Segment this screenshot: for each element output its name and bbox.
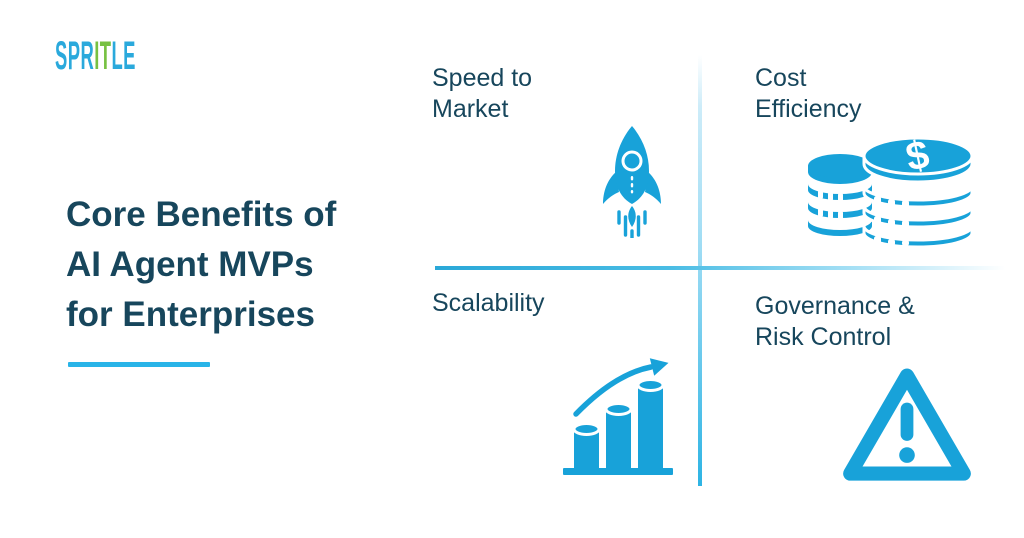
growth-arrow-head xyxy=(649,358,669,376)
page-title: Core Benefits of AI Agent MVPs for Enter… xyxy=(66,190,406,340)
title-underline xyxy=(68,362,210,367)
vertical-divider-line xyxy=(698,55,702,486)
rocket-right-fin xyxy=(645,172,661,204)
bar-growth-icon xyxy=(563,358,673,475)
rocket-left-fin xyxy=(603,172,619,204)
rocket-flame xyxy=(628,206,636,227)
warning-triangle-outline xyxy=(843,368,971,481)
horizontal-divider-line xyxy=(435,266,1017,270)
coin-reeding-marks xyxy=(818,190,843,220)
exclamation-bar xyxy=(900,402,914,441)
rocket-icon xyxy=(603,126,661,238)
page-title-line-2: AI Agent MVPs xyxy=(66,245,314,284)
quadrant-label-governance-risk-control: Governance & Risk Control xyxy=(755,292,915,351)
page-title-line-3: for Enterprises xyxy=(66,295,315,334)
quadrant-label-cost-efficiency: Cost Efficiency xyxy=(755,64,862,123)
rocket-body xyxy=(615,126,649,204)
growth-arrow-curve xyxy=(573,364,654,417)
bar-chart-baseline xyxy=(563,468,673,475)
coins-icon: $ xyxy=(808,136,974,246)
bar-cylinders xyxy=(572,378,665,468)
rocket-exhaust-lines xyxy=(617,210,647,238)
coin-stack-back xyxy=(808,154,872,236)
logo-segment-spr: SPR xyxy=(55,34,95,78)
spritle-logo: SPRITLE xyxy=(55,36,231,76)
spritle-logo-text: SPRITLE xyxy=(55,36,136,76)
logo-segment-it: IT xyxy=(94,34,112,78)
quadrant-label-speed-to-market: Speed to Market xyxy=(432,64,533,123)
exclamation-dot xyxy=(899,447,915,463)
rocket-body-dash xyxy=(630,190,634,194)
coin-reeding-marks xyxy=(874,196,909,246)
rocket-body-dash xyxy=(630,183,634,188)
page-title-line-1: Core Benefits of xyxy=(66,195,337,234)
quadrant-label-scalability: Scalability xyxy=(432,289,545,317)
warning-triangle-icon xyxy=(843,368,971,481)
rocket-window xyxy=(621,150,643,172)
logo-segment-le: LE xyxy=(111,34,136,78)
rocket-body-dash xyxy=(630,176,634,181)
